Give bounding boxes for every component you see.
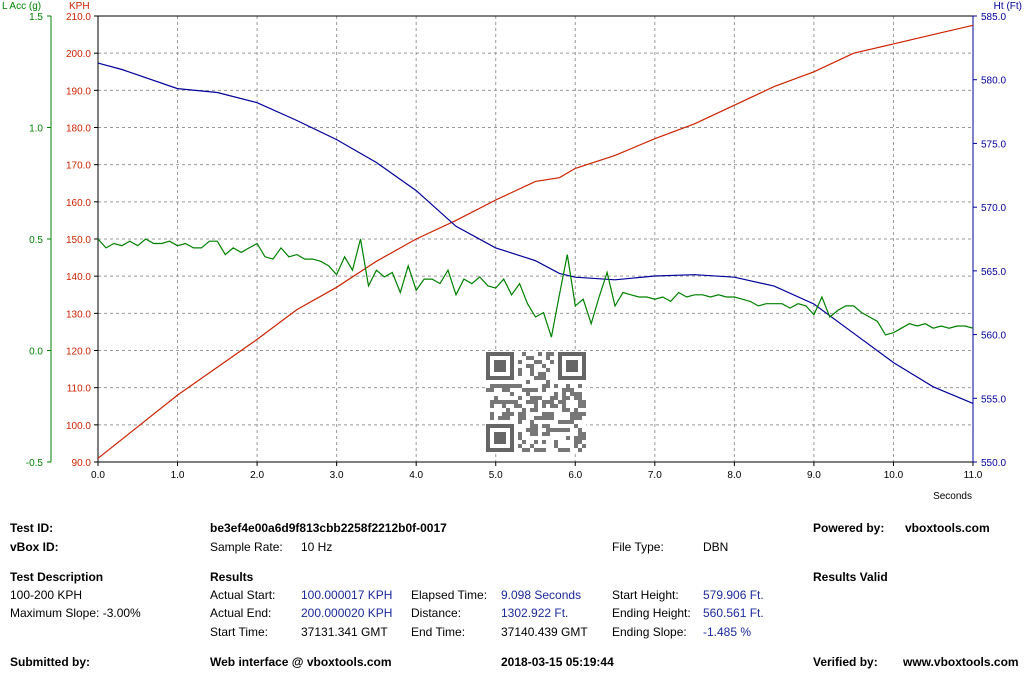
ending-height-value: 560.561 Ft. bbox=[703, 606, 764, 620]
speed-tick-label: 130.0 bbox=[66, 309, 91, 320]
height-tick-label: 565.0 bbox=[981, 267, 1006, 278]
powered-value: vboxtools.com bbox=[905, 521, 990, 535]
lacc-axis-title: L Acc (g) bbox=[2, 1, 41, 12]
x-tick-label: 11.0 bbox=[964, 470, 983, 481]
file-type-value: DBN bbox=[703, 540, 729, 554]
test-id-label: Test ID: bbox=[10, 521, 54, 535]
end-time-label: End Time: bbox=[411, 625, 466, 639]
x-tick-label: 6.0 bbox=[568, 470, 582, 481]
speed-tick-label: 90.0 bbox=[72, 458, 92, 469]
distance-label: Distance: bbox=[411, 606, 462, 620]
height-tick-label: 560.0 bbox=[981, 331, 1006, 342]
speed-tick-label: 170.0 bbox=[66, 161, 91, 172]
speed-tick-label: 110.0 bbox=[67, 384, 92, 395]
start-height-label: Start Height: bbox=[612, 588, 679, 602]
ending-slope-label: Ending Slope: bbox=[612, 625, 687, 639]
x-tick-label: 1.0 bbox=[171, 470, 185, 481]
start-height-value: 579.906 Ft. bbox=[703, 588, 764, 602]
test-description-range: 100-200 KPH bbox=[10, 588, 83, 602]
test-description-slope: Maximum Slope: -3.00% bbox=[10, 606, 141, 620]
test-id-value: be3ef4e00a6d9f813cbb2258f2212b0f-0017 bbox=[210, 521, 447, 535]
actual-end-value: 200.000020 KPH bbox=[301, 606, 393, 620]
submitted-by-label: Submitted by: bbox=[10, 655, 90, 669]
web-interface-link[interactable]: Web interface @ vboxtools.com bbox=[210, 655, 392, 669]
speed-tick-label: 160.0 bbox=[66, 198, 91, 209]
end-time-value: 37140.439 GMT bbox=[501, 625, 588, 639]
elapsed-time-value: 9.098 Seconds bbox=[501, 588, 582, 602]
sample-rate-label: Sample Rate: bbox=[210, 540, 283, 554]
sample-rate-value: 10 Hz bbox=[301, 540, 333, 554]
height-tick-label: 585.0 bbox=[981, 12, 1006, 23]
results-valid: Results Valid bbox=[813, 570, 888, 584]
x-tick-label: 10.0 bbox=[884, 470, 904, 481]
height-tick-label: 555.0 bbox=[981, 394, 1006, 405]
speed-tick-label: 140.0 bbox=[66, 272, 91, 283]
vbox-id-label: vBox ID: bbox=[10, 540, 59, 554]
height-tick-label: 550.0 bbox=[981, 458, 1006, 469]
lacc-tick-label: 1.0 bbox=[29, 124, 43, 135]
elapsed-time-label: Elapsed Time: bbox=[411, 588, 488, 602]
lacc-tick-label: 1.5 bbox=[29, 12, 43, 23]
speed-tick-label: 200.0 bbox=[66, 49, 91, 60]
performance-chart: 0.0 1.0 2.0 3.0 4.0 5.0 6.0 7.0 8.0 9.0 10.0 11.0 1.… bbox=[2, 1, 1022, 502]
lacc-tick-label: 0.0 bbox=[29, 347, 43, 358]
series-line-height bbox=[97, 62, 974, 404]
lacc-tick-label: -0.5 bbox=[26, 458, 44, 469]
x-axis-unit: Seconds bbox=[933, 491, 972, 502]
report-date: 2018-03-15 05:19:44 bbox=[501, 655, 614, 669]
speed-tick-label: 120.0 bbox=[66, 347, 91, 358]
x-tick-label: 3.0 bbox=[330, 470, 344, 481]
speed-axis-title: KPH bbox=[69, 1, 90, 12]
series-line-speed bbox=[97, 24, 974, 459]
x-tick-label: 2.0 bbox=[250, 470, 264, 481]
test-description-label: Test Description bbox=[10, 570, 104, 584]
distance-value: 1302.922 Ft. bbox=[501, 606, 569, 620]
verified-by-link[interactable]: www.vboxtools.com bbox=[903, 655, 1019, 669]
chart-grid bbox=[98, 16, 973, 462]
actual-start-label: Actual Start: bbox=[210, 588, 276, 602]
speed-tick-label: 100.0 bbox=[66, 421, 91, 432]
powered-label: Powered by: bbox=[813, 521, 885, 535]
lacc-tick-label: 0.5 bbox=[29, 235, 43, 246]
height-tick-label: 580.0 bbox=[981, 76, 1006, 87]
actual-start-value: 100.000017 KPH bbox=[301, 588, 393, 602]
x-tick-label: 4.0 bbox=[409, 470, 423, 481]
series-line-lacc bbox=[97, 238, 974, 338]
height-tick-label: 575.0 bbox=[981, 139, 1006, 150]
results-label: Results bbox=[210, 570, 254, 584]
chart-axes: 0.0 1.0 2.0 3.0 4.0 5.0 6.0 7.0 8.0 9.0 10.0 11.0 1.… bbox=[26, 12, 1007, 481]
x-tick-label: 8.0 bbox=[727, 470, 741, 481]
height-axis-title: Ht (Ft) bbox=[994, 1, 1022, 12]
actual-end-label: Actual End: bbox=[210, 606, 272, 620]
x-tick-label: 9.0 bbox=[807, 470, 821, 481]
file-type-label: File Type: bbox=[612, 540, 664, 554]
x-tick-label: 5.0 bbox=[489, 470, 503, 481]
speed-tick-label: 150.0 bbox=[66, 235, 91, 246]
start-time-label: Start Time: bbox=[210, 625, 269, 639]
speed-tick-label: 210.0 bbox=[66, 12, 91, 23]
x-tick-label: 7.0 bbox=[648, 470, 662, 481]
speed-tick-label: 180.0 bbox=[66, 124, 91, 135]
ending-slope-value: -1.485 % bbox=[703, 625, 752, 639]
chart-series bbox=[97, 24, 974, 459]
height-tick-label: 570.0 bbox=[981, 203, 1006, 214]
speed-tick-label: 190.0 bbox=[66, 86, 91, 97]
start-time-value: 37131.341 GMT bbox=[301, 625, 388, 639]
qr-code bbox=[486, 352, 586, 454]
x-tick-label: 0.0 bbox=[91, 470, 105, 481]
verified-by-label: Verified by: bbox=[813, 655, 878, 669]
ending-height-label: Ending Height: bbox=[612, 606, 691, 620]
